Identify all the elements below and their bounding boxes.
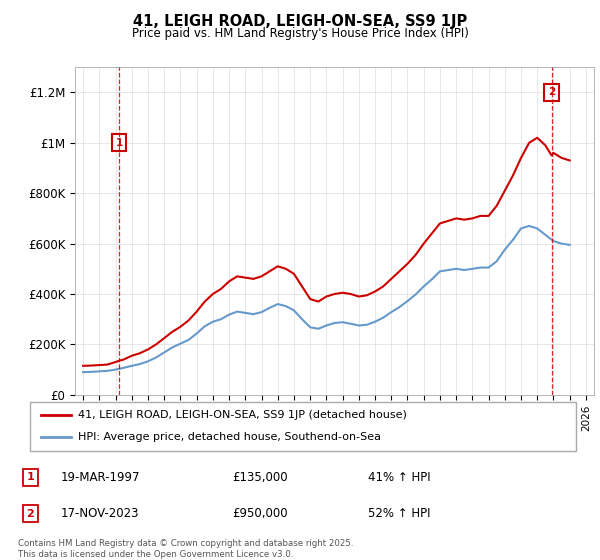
Text: 52% ↑ HPI: 52% ↑ HPI: [368, 507, 430, 520]
Text: £135,000: £135,000: [232, 471, 288, 484]
Text: 2: 2: [26, 508, 34, 519]
Text: 19-MAR-1997: 19-MAR-1997: [60, 471, 140, 484]
Text: 41, LEIGH ROAD, LEIGH-ON-SEA, SS9 1JP (detached house): 41, LEIGH ROAD, LEIGH-ON-SEA, SS9 1JP (d…: [78, 410, 407, 420]
Text: 41, LEIGH ROAD, LEIGH-ON-SEA, SS9 1JP: 41, LEIGH ROAD, LEIGH-ON-SEA, SS9 1JP: [133, 14, 467, 29]
Text: 17-NOV-2023: 17-NOV-2023: [60, 507, 139, 520]
Text: Contains HM Land Registry data © Crown copyright and database right 2025.
This d: Contains HM Land Registry data © Crown c…: [18, 539, 353, 559]
Text: 1: 1: [26, 472, 34, 482]
Text: 2: 2: [548, 87, 555, 97]
Text: 41% ↑ HPI: 41% ↑ HPI: [368, 471, 430, 484]
Text: Price paid vs. HM Land Registry's House Price Index (HPI): Price paid vs. HM Land Registry's House …: [131, 27, 469, 40]
FancyBboxPatch shape: [30, 402, 576, 451]
Text: £950,000: £950,000: [232, 507, 288, 520]
Text: 1: 1: [115, 138, 122, 148]
Text: HPI: Average price, detached house, Southend-on-Sea: HPI: Average price, detached house, Sout…: [78, 432, 381, 442]
